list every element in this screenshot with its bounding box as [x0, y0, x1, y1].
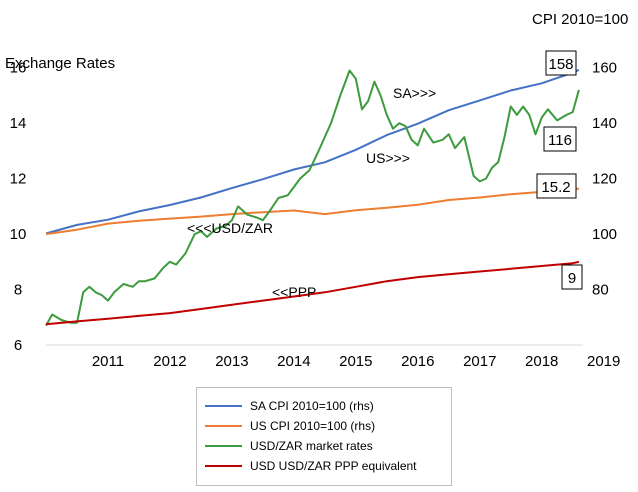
- right-tick-label: 120: [592, 171, 617, 188]
- left-tick-label: 16: [10, 60, 27, 77]
- callout-us-cpi: 116: [543, 126, 577, 152]
- x-tick-label: 2015: [339, 353, 372, 370]
- legend-item-sa-cpi: SA CPI 2010=100 (rhs): [205, 397, 374, 415]
- x-tick-label: 2013: [215, 353, 248, 370]
- legend-label-ppp: USD USD/ZAR PPP equivalent: [250, 459, 417, 473]
- x-tick-label: 2016: [401, 353, 434, 370]
- left-tick-label: 14: [10, 115, 27, 132]
- x-tick-label: 2014: [277, 353, 310, 370]
- right-tick-label: 160: [592, 60, 617, 77]
- left-axis-title: Exchange Rates: [5, 55, 115, 72]
- right-tick-label: 80: [592, 282, 609, 299]
- left-tick-label: 6: [14, 337, 22, 354]
- legend-swatch-usd-zar: [205, 445, 242, 447]
- legend-swatch-us-cpi: [205, 425, 242, 427]
- right-tick-label: 100: [592, 226, 617, 243]
- left-axis-ticks: 6 8 10 12 14 16: [10, 60, 27, 354]
- callout-ppp-value: 9: [568, 270, 576, 287]
- x-tick-label: 2019: [587, 353, 620, 370]
- right-axis-ticks: 80 100 120 140 160: [592, 60, 617, 299]
- right-tick-label: 140: [592, 115, 617, 132]
- callout-sa-cpi: 158: [545, 50, 577, 76]
- x-axis-ticks: 2011 2012 2013 2014 2015 2016 2017 2018 2019: [92, 353, 621, 370]
- callout-usd-zar: 15.2: [536, 173, 577, 199]
- legend-label-sa-cpi: SA CPI 2010=100 (rhs): [250, 399, 374, 413]
- legend-swatch-ppp: [205, 465, 242, 467]
- chart-legend: SA CPI 2010=100 (rhs) US CPI 2010=100 (r…: [196, 387, 452, 486]
- legend-item-us-cpi: US CPI 2010=100 (rhs): [205, 417, 375, 435]
- legend-label-us-cpi: US CPI 2010=100 (rhs): [250, 419, 376, 433]
- annotation-sa: SA>>>: [393, 85, 436, 101]
- series-line-usd-usd-zar-ppp-equivalent: [45, 260, 580, 326]
- x-tick-label: 2011: [92, 353, 124, 370]
- callout-usd-zar-value: 15.2: [541, 179, 570, 196]
- series-line-sa-cpi-2010-100-rhs: [45, 68, 580, 235]
- series-line-us-cpi-2010-100-rhs: [45, 187, 579, 236]
- series-line-usd-zar-market-rates: [45, 69, 580, 327]
- x-tick-label: 2017: [463, 353, 496, 370]
- callout-sa-cpi-value: 158: [548, 56, 573, 73]
- x-tick-label: 2018: [525, 353, 558, 370]
- left-tick-label: 10: [10, 226, 27, 243]
- callout-us-cpi-value: 116: [548, 132, 572, 149]
- left-tick-label: 8: [14, 282, 22, 299]
- annotation-us: US>>>: [366, 150, 410, 166]
- callout-ppp: 9: [561, 264, 583, 290]
- legend-item-ppp: USD USD/ZAR PPP equivalent: [205, 457, 417, 475]
- series-lines: [45, 68, 580, 327]
- legend-item-usd-zar: USD/ZAR market rates: [205, 437, 373, 455]
- right-axis-title: CPI 2010=100: [532, 11, 628, 28]
- left-tick-label: 12: [10, 171, 27, 188]
- annotation-ppp: <<PPP: [272, 284, 316, 300]
- legend-swatch-sa-cpi: [205, 405, 242, 407]
- annotation-usd-zar: <<<USD/ZAR: [187, 220, 273, 236]
- x-tick-label: 2012: [153, 353, 186, 370]
- legend-label-usd-zar: USD/ZAR market rates: [250, 439, 373, 453]
